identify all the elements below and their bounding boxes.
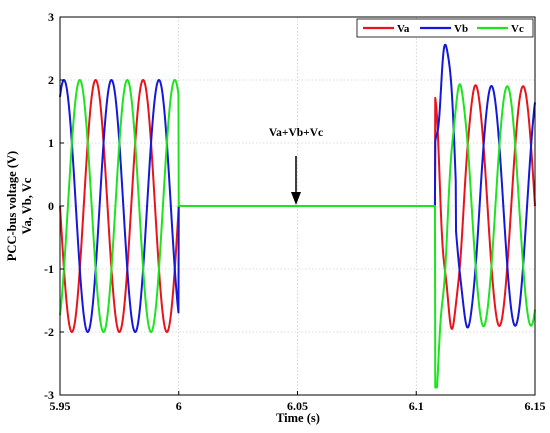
x-tick-label-5.95: 5.95 xyxy=(50,399,71,413)
y-tick-label--2: -2 xyxy=(44,325,54,339)
sum-annotation-arrowhead xyxy=(291,192,301,205)
y-tick-label-2: 2 xyxy=(48,73,54,87)
x-axis-title: Time (s) xyxy=(276,411,320,425)
axis-ticks: 5.95 6 6.05 6.1 6.15 -3 -2 -1 0 1 2 3 xyxy=(44,10,546,413)
series-line-vc xyxy=(59,79,536,389)
x-tick-label-6.05: 6.05 xyxy=(287,399,308,413)
legend-label-va: Va xyxy=(397,23,410,35)
y-tick-label--3: -3 xyxy=(44,388,54,402)
y-tick-label-3: 3 xyxy=(48,10,54,24)
legend-label-vb: Vb xyxy=(454,23,468,35)
x-tick-label-6.1: 6.1 xyxy=(409,399,424,413)
legend: Va Vb Vc xyxy=(356,18,534,38)
x-tick-label-6.15: 6.15 xyxy=(525,399,546,413)
x-tick-label-6: 6 xyxy=(176,399,182,413)
y-axis-title-line1: PCC-bus voltage (V) xyxy=(5,151,19,261)
y-tick-label-0: 0 xyxy=(48,199,54,213)
y-tick-label-1: 1 xyxy=(48,136,54,150)
legend-label-vc: Vc xyxy=(511,23,524,35)
y-axis-title-line2: Va, Vb, Vc xyxy=(20,177,34,234)
y-tick-label--1: -1 xyxy=(44,262,54,276)
series-layer xyxy=(59,43,536,389)
sum-annotation: Va+Vb+Vc xyxy=(269,127,323,139)
